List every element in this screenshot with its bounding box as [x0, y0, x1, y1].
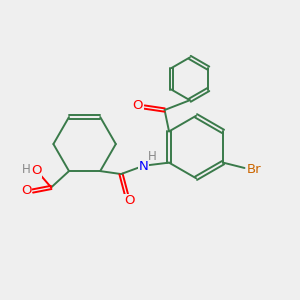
Text: O: O	[124, 194, 135, 207]
Text: Br: Br	[247, 163, 261, 176]
Text: O: O	[21, 184, 32, 197]
Text: N: N	[139, 160, 148, 172]
Text: O: O	[31, 164, 42, 177]
Text: H: H	[148, 150, 157, 163]
Text: O: O	[133, 99, 143, 112]
Text: H: H	[22, 163, 31, 176]
